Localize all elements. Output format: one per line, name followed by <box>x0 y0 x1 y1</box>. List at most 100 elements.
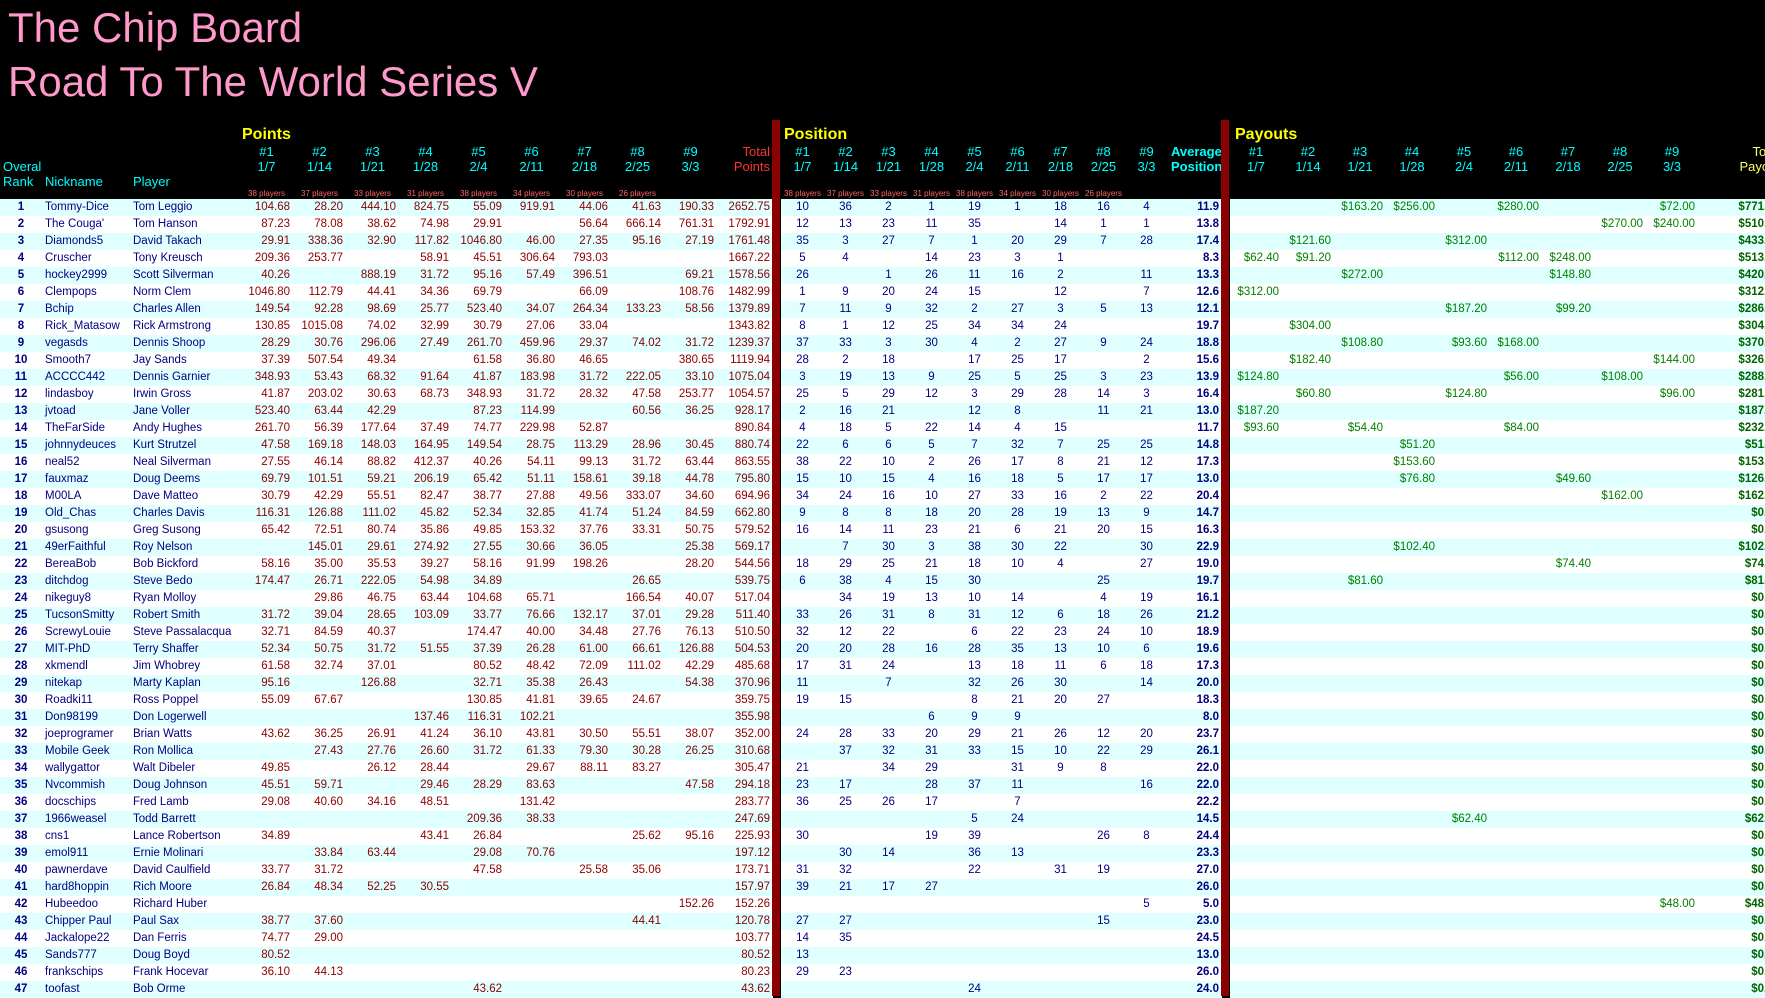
points-cell: 117.82 <box>399 233 452 250</box>
total-payout-cell: $0.00 <box>1698 777 1765 794</box>
position-cell: 22 <box>824 454 867 471</box>
points-cell: 126.88 <box>293 505 346 522</box>
payout-cell <box>1334 454 1386 471</box>
payout-cell <box>1334 845 1386 862</box>
points-cell: 348.93 <box>240 369 293 386</box>
header-blank <box>1282 174 1334 189</box>
table-row: 40 pawnerdave David Caulfield 33.77 31.72 47.… <box>0 862 1765 879</box>
position-cell: 29 <box>781 964 824 981</box>
position-cell: 29 <box>824 556 867 573</box>
points-cell <box>558 981 611 998</box>
position-cell: 18 <box>1125 658 1168 675</box>
section-divider <box>1221 120 1229 996</box>
position-cell: 30 <box>824 845 867 862</box>
table-row: 8 Rick_Matasow Rick Armstrong 130.85 1015.08… <box>0 318 1765 335</box>
total-points-cell: 43.62 <box>717 981 773 998</box>
position-cell: 16 <box>1039 488 1082 505</box>
position-cell: 37 <box>953 777 996 794</box>
position-cell: 8 <box>1039 454 1082 471</box>
average-position-cell: 26.0 <box>1168 879 1222 896</box>
points-cell: 51.55 <box>399 641 452 658</box>
position-cell: 18 <box>996 471 1039 488</box>
points-cell <box>399 624 452 641</box>
payout-cell <box>1386 692 1438 709</box>
payout-cell <box>1438 692 1490 709</box>
points-cell: 41.81 <box>505 692 558 709</box>
points-cell: 32.71 <box>240 624 293 641</box>
points-cell: 99.13 <box>558 454 611 471</box>
points-cell: 58.56 <box>664 301 717 318</box>
points-cell: 38.07 <box>664 726 717 743</box>
position-cell <box>867 777 910 794</box>
payout-cell <box>1282 607 1334 624</box>
total-payout-cell: $0.00 <box>1698 913 1765 930</box>
payout-cell <box>1334 318 1386 335</box>
points-cell: 28.96 <box>611 437 664 454</box>
table-row: 2 The Couga' Tom Hanson 87.23 78.08 38.62 74.9… <box>0 216 1765 233</box>
position-cell: 3 <box>1125 386 1168 403</box>
position-cell <box>1082 709 1125 726</box>
payout-cell <box>1490 845 1542 862</box>
position-cell <box>910 845 953 862</box>
total-points-cell: 359.75 <box>717 692 773 709</box>
points-cell: 203.02 <box>293 386 346 403</box>
position-cell: 22 <box>781 437 824 454</box>
points-cell: 126.88 <box>664 641 717 658</box>
payout-cell <box>1282 590 1334 607</box>
table-row: 44 Jackalope22 Dan Ferris 74.77 29.00 103.77 1… <box>0 930 1765 947</box>
position-cell: 3 <box>1082 369 1125 386</box>
total-points-cell: 795.80 <box>717 471 773 488</box>
header-date: 1/14 <box>832 159 859 174</box>
header-date: 1/7 <box>1246 159 1266 174</box>
points-cell: 54.11 <box>505 454 558 471</box>
points-cell: 69.21 <box>664 267 717 284</box>
position-cell <box>867 709 910 726</box>
points-cell: 306.64 <box>505 250 558 267</box>
points-cell <box>611 845 664 862</box>
points-cell: 48.42 <box>505 658 558 675</box>
total-points-cell: 1482.99 <box>717 284 773 301</box>
position-cell: 15 <box>824 692 867 709</box>
points-cell: 52.34 <box>452 505 505 522</box>
points-cell: 30.50 <box>558 726 611 743</box>
position-cell: 35 <box>996 641 1039 658</box>
average-position-cell: 13.0 <box>1168 403 1222 420</box>
points-cell: 69.79 <box>452 284 505 301</box>
payout-cell <box>1334 539 1386 556</box>
position-cell: 32 <box>996 437 1039 454</box>
points-cell: 30.79 <box>452 318 505 335</box>
points-cell: 74.77 <box>452 420 505 437</box>
points-cell: 44.41 <box>346 284 399 301</box>
position-cell: 31 <box>867 607 910 624</box>
table-row: 10 Smooth7 Jay Sands 37.39 507.54 49.34 61.58 3… <box>0 352 1765 369</box>
points-cell <box>505 930 558 947</box>
points-cell: 61.00 <box>558 641 611 658</box>
position-cell: 29 <box>867 386 910 403</box>
position-cell: 36 <box>824 199 867 216</box>
average-position-cell: 11.7 <box>1168 420 1222 437</box>
position-cell: 15 <box>996 743 1039 760</box>
position-cell: 32 <box>953 675 996 692</box>
position-cell: 8 <box>910 607 953 624</box>
table-row: 13 jvtoad Jane Voller 523.40 63.44 42.29 87.23… <box>0 403 1765 420</box>
position-cell: 10 <box>953 590 996 607</box>
header-event-number: #4 <box>1404 144 1420 159</box>
payout-cell <box>1542 590 1594 607</box>
position-cell <box>1039 947 1082 964</box>
payout-cell <box>1386 981 1438 998</box>
payout-cell: $51.20 <box>1386 437 1438 454</box>
points-cell: 55.51 <box>346 488 399 505</box>
payout-cell <box>1282 437 1334 454</box>
position-cell: 12 <box>996 607 1039 624</box>
position-cell: 14 <box>910 250 953 267</box>
table-row: 6 Clempops Norm Clem 1046.80 112.79 44.41 34.3… <box>0 284 1765 301</box>
header-num-players <box>1125 189 1168 199</box>
points-cell <box>452 913 505 930</box>
average-position-cell: 27.0 <box>1168 862 1222 879</box>
nickname-cell: Clempops <box>42 284 130 301</box>
points-cell: 87.23 <box>452 403 505 420</box>
position-cell <box>781 539 824 556</box>
header-date: 2/4 <box>965 159 984 174</box>
header-blank <box>42 159 130 174</box>
